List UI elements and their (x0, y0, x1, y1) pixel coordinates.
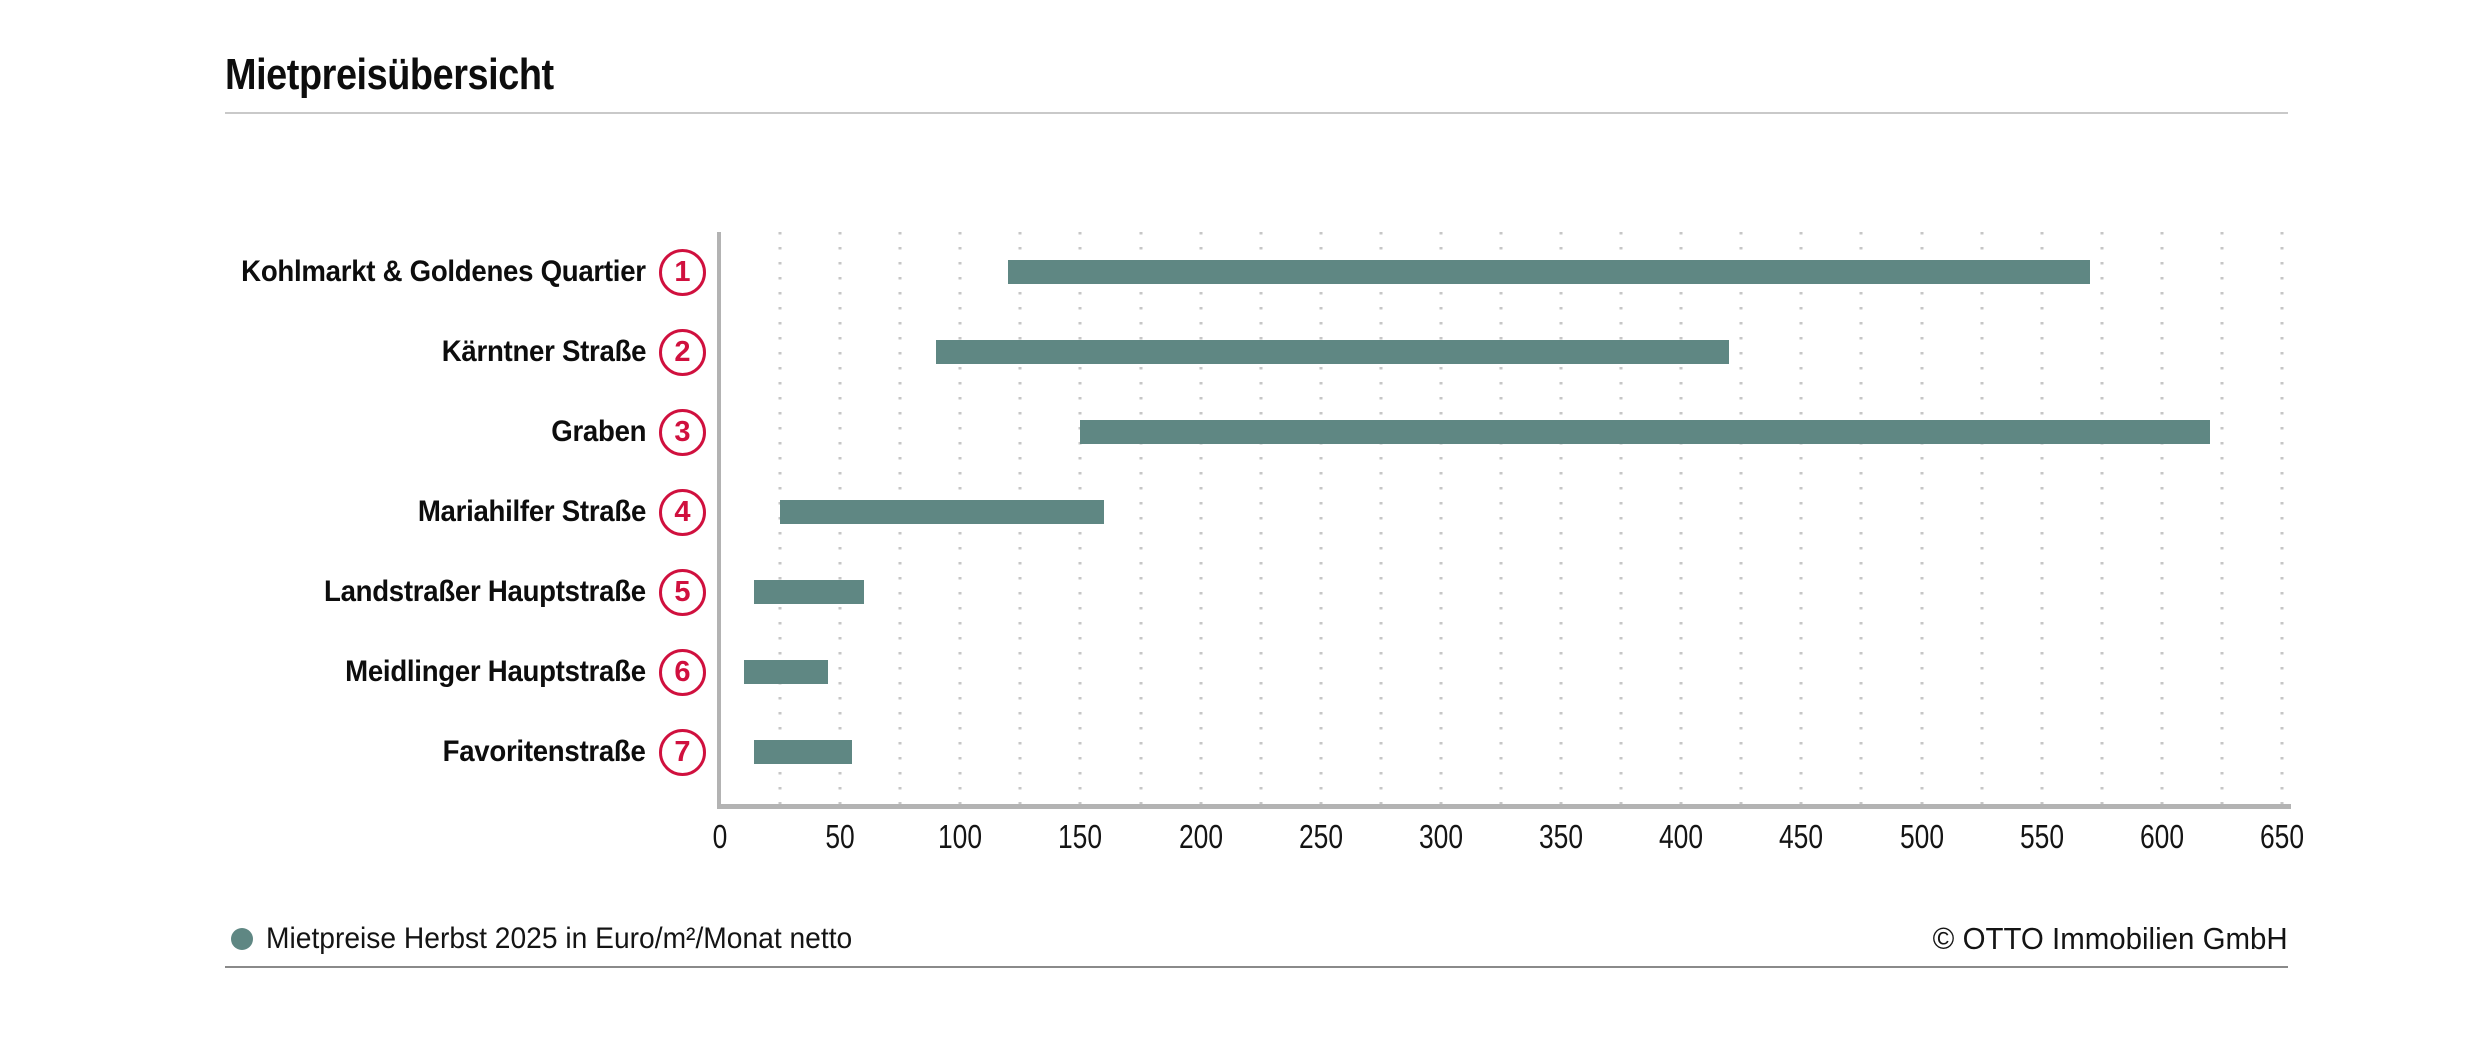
gridline (1920, 232, 1924, 804)
row-label: Graben 3 (0, 408, 706, 456)
street-label: Meidlinger Hauptstraße (345, 655, 646, 688)
row-label: Mariahilfer Straße 4 (0, 488, 706, 536)
row-label: Favoritenstraße 7 (0, 728, 706, 776)
row-label: Meidlinger Hauptstraße 6 (0, 648, 706, 696)
x-tick-label: 500 (1899, 818, 1944, 855)
x-tick-label: 0 (712, 818, 728, 855)
bar (780, 500, 1105, 524)
gridline (1559, 232, 1563, 804)
bar (753, 580, 865, 604)
x-tick-label: 350 (1539, 818, 1584, 855)
bar (744, 660, 829, 684)
row-label: Kohlmarkt & Goldenes Quartier 1 (0, 248, 706, 296)
x-tick-label: 300 (1418, 818, 1463, 855)
x-axis-line (717, 804, 2291, 809)
x-tick-labels: 0 50 100 150 200 250 300 350 400 450 500 550 600 650 (713, 818, 2304, 858)
bar (753, 740, 853, 764)
gridline (1499, 232, 1503, 804)
legend-label: Mietpreise Herbst 2025 in Euro/m²/Monat … (266, 922, 853, 955)
x-tick-label: 650 (2259, 818, 2305, 855)
rank-badge: 5 (659, 568, 706, 616)
street-label: Landstraßer Hauptstraße (324, 575, 646, 608)
gridline (1139, 232, 1143, 804)
x-tick-label: 250 (1298, 818, 1343, 855)
bar (936, 340, 1730, 364)
gridline (2040, 232, 2044, 804)
gridline (1199, 232, 1203, 804)
x-tick-label: 200 (1178, 818, 1223, 855)
rank-badge: 1 (659, 248, 706, 296)
legend-dot-icon (231, 928, 253, 950)
gridline (2160, 232, 2164, 804)
gridline (1319, 232, 1323, 804)
rank-badge: 6 (659, 648, 706, 696)
gridline (2220, 232, 2224, 804)
legend: Mietpreise Herbst 2025 in Euro/m²/Monat … (231, 918, 890, 960)
row-label: Landstraßer Hauptstraße 5 (0, 568, 706, 616)
title-divider (225, 112, 2288, 114)
rank-badge: 2 (659, 328, 706, 376)
gridline (1619, 232, 1623, 804)
street-label: Kärntner Straße (441, 335, 647, 368)
rank-badge: 4 (659, 488, 706, 536)
bar (1008, 260, 2090, 284)
gridline (1739, 232, 1743, 804)
x-tick-label: 150 (1058, 818, 1103, 855)
x-tick-label: 450 (1779, 818, 1824, 855)
bar (1080, 420, 2210, 444)
gridline (1439, 232, 1443, 804)
street-label: Kohlmarkt & Goldenes Quartier (241, 255, 646, 288)
gridline (1859, 232, 1863, 804)
street-label: Graben (551, 415, 646, 448)
copyright-text: © OTTO Immobilien GmbH (1933, 921, 2288, 956)
street-label: Favoritenstraße (443, 735, 646, 768)
gridline (1259, 232, 1263, 804)
gridline (1679, 232, 1683, 804)
street-label: Mariahilfer Straße (417, 495, 646, 528)
chart-title: Mietpreisübersicht (225, 50, 554, 99)
x-tick-label: 100 (938, 818, 983, 855)
bottom-divider (225, 966, 2288, 968)
gridline (1379, 232, 1383, 804)
x-tick-label: 600 (2139, 818, 2184, 855)
row-label: Kärntner Straße 2 (0, 328, 706, 376)
gridline (2280, 232, 2284, 804)
y-axis-line (717, 232, 721, 809)
rank-badge: 3 (659, 408, 706, 456)
rank-badge: 7 (659, 728, 706, 776)
x-tick-label: 550 (2019, 818, 2064, 855)
gridline (1799, 232, 1803, 804)
gridline (1980, 232, 1984, 804)
x-tick-label: 50 (825, 818, 855, 855)
gridline (2100, 232, 2104, 804)
x-tick-label: 400 (1659, 818, 1704, 855)
plot-area (720, 232, 2284, 804)
